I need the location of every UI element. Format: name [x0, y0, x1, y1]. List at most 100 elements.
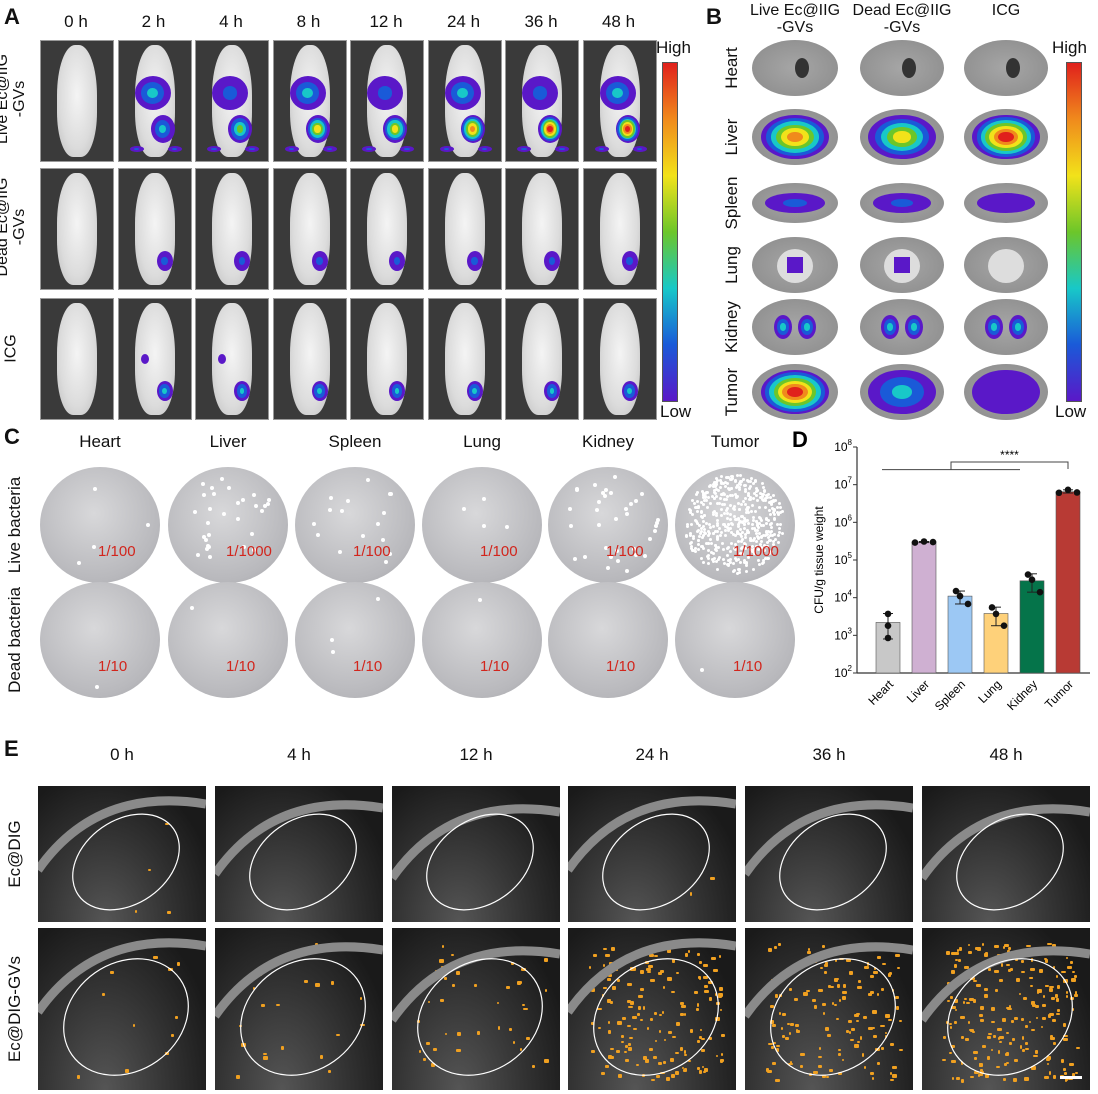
contrast-signal [719, 1008, 723, 1011]
contrast-signal [688, 950, 691, 953]
contrast-signal [1033, 1055, 1038, 1058]
colony [715, 518, 719, 522]
contrast-signal [987, 1032, 992, 1036]
colony [730, 541, 734, 545]
colony [769, 534, 773, 538]
contrast-signal [605, 953, 611, 958]
contrast-signal [1053, 965, 1056, 970]
signal-blob [147, 87, 158, 99]
contrast-signal [611, 947, 615, 951]
colony [716, 530, 720, 534]
colony [719, 486, 723, 490]
colony [697, 534, 701, 538]
colony [686, 523, 690, 527]
colony [688, 531, 692, 535]
colony [766, 544, 770, 548]
row-label: Live Ec@IIG -GVs [0, 49, 28, 149]
colony [710, 541, 714, 545]
contrast-signal [806, 950, 811, 954]
colony [706, 505, 710, 509]
mouse-image [195, 298, 269, 420]
colony [746, 491, 750, 495]
colony [196, 552, 201, 557]
colony [695, 490, 699, 494]
contrast-signal [830, 985, 835, 989]
contrast-signal [165, 822, 169, 826]
colony [713, 482, 717, 486]
contrast-signal [1011, 1037, 1016, 1041]
contrast-signal [697, 1039, 700, 1044]
signal-blob [162, 387, 167, 395]
contrast-signal [967, 1021, 970, 1024]
x-tick-label: Tumor [1042, 677, 1076, 711]
contrast-signal [636, 1064, 640, 1067]
colony [690, 512, 694, 516]
colony [770, 549, 774, 553]
colony [778, 501, 782, 505]
contrast-signal [601, 1071, 605, 1075]
colony [740, 479, 744, 483]
organ-image [752, 299, 838, 355]
colony [745, 561, 749, 565]
colony [629, 501, 634, 506]
contrast-signal [713, 969, 718, 973]
significance-label: **** [1000, 448, 1019, 462]
scale-bar [1060, 1076, 1082, 1079]
colony [768, 539, 772, 543]
contrast-signal [655, 1039, 658, 1043]
colony [728, 550, 732, 554]
colony [742, 526, 746, 530]
organ-image [964, 237, 1048, 293]
tumor-roi-overlay [745, 942, 913, 1076]
contrast-signal [994, 945, 999, 948]
signal-blob [627, 387, 632, 395]
contrast-signal [1049, 1034, 1054, 1038]
colony [772, 533, 776, 537]
signal-blob [326, 147, 333, 151]
colorbar-low-label: Low [660, 402, 692, 421]
contrast-signal [1065, 995, 1068, 998]
agar-plate [548, 582, 668, 698]
contrast-signal [838, 1053, 842, 1056]
y-tick-label: 104 [834, 589, 852, 605]
contrast-signal [617, 1020, 622, 1025]
colony [625, 512, 630, 517]
contrast-signal [1021, 1035, 1025, 1040]
column-header-line1: Live Ec@IIG [749, 2, 841, 19]
colony [715, 538, 719, 542]
contrast-signal [1024, 1077, 1030, 1082]
contrast-signal [951, 1076, 955, 1081]
tissue-boundary [922, 804, 1090, 881]
colony [754, 486, 758, 490]
colony [763, 505, 767, 509]
agar-plate [422, 582, 542, 698]
colony [711, 552, 715, 556]
colony [752, 537, 756, 541]
mouse-image [195, 40, 269, 162]
contrast-signal [859, 1035, 863, 1040]
tumor-roi-overlay [568, 796, 736, 911]
contrast-signal [708, 1036, 713, 1041]
contrast-signal [851, 1027, 855, 1031]
colony [750, 527, 754, 531]
colony [746, 493, 750, 497]
colony [699, 515, 703, 519]
colony [778, 523, 782, 527]
dilution-label: 1/100 [480, 543, 518, 560]
contrast-signal [853, 1014, 859, 1017]
organ-image [860, 299, 944, 355]
contrast-signal [838, 1048, 841, 1052]
colony [762, 489, 766, 493]
colony [708, 501, 712, 505]
colony [574, 488, 579, 493]
row-label-line1: Live Ec@IIG [0, 53, 11, 145]
contrast-signal [1064, 1078, 1069, 1082]
contrast-signal [957, 958, 961, 962]
colony [739, 519, 743, 523]
contrast-signal [993, 969, 999, 973]
contrast-signal [615, 1050, 620, 1053]
contrast-signal [632, 967, 636, 972]
panel-b-label: B [706, 4, 722, 29]
signal-blob [998, 131, 1014, 143]
contrast-signal [1065, 991, 1069, 994]
